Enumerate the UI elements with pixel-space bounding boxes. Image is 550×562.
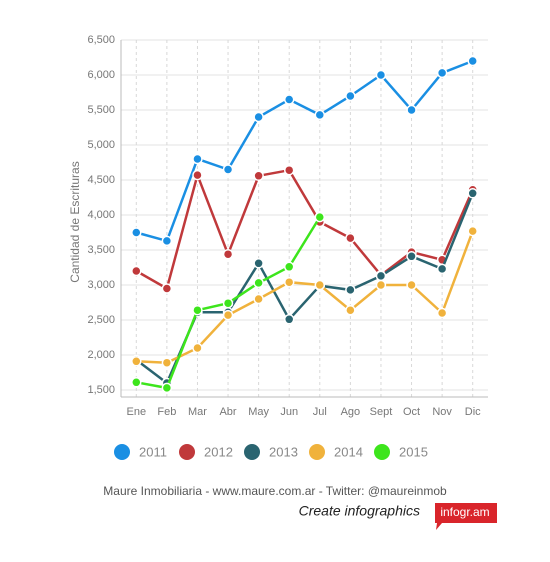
point (375, 279, 387, 291)
point (436, 307, 448, 319)
point (253, 277, 264, 289)
series-line (136, 230, 474, 364)
series-line (135, 168, 474, 291)
x-tick-label: Jun (280, 406, 298, 418)
legend-label: 2013 (269, 444, 298, 459)
x-tick-label: Nov (432, 406, 452, 418)
point (192, 153, 203, 165)
point (283, 94, 295, 105)
legend-label: 2014 (334, 444, 363, 459)
point (314, 211, 326, 223)
x-tick-label: Sept (370, 406, 393, 418)
x-tick-label: Oct (403, 406, 420, 418)
point (253, 111, 264, 123)
point (436, 67, 448, 79)
point (436, 263, 448, 275)
point (375, 270, 387, 282)
x-tick-label: Jul (313, 406, 327, 418)
point (467, 188, 478, 199)
point (283, 261, 295, 273)
point (222, 297, 234, 309)
y-tick-label: 4,500 (87, 174, 115, 186)
point (253, 258, 264, 269)
point (131, 356, 142, 367)
legend-swatch (244, 444, 260, 460)
y-tick-label: 2,500 (87, 314, 115, 326)
legend-label: 2011 (139, 444, 167, 459)
x-tick-label: Ene (127, 406, 147, 418)
y-tick-label: 5,000 (87, 139, 115, 151)
series-line (135, 59, 474, 243)
point (345, 90, 356, 102)
y-tick-label: 6,500 (87, 34, 115, 46)
legend-label: 2015 (399, 444, 428, 459)
point (222, 164, 234, 175)
point (161, 357, 173, 368)
cta[interactable]: Create infographics (299, 503, 420, 519)
point (283, 314, 295, 325)
point (131, 227, 142, 238)
y-axis-label: Cantidad de Escrituras (68, 161, 82, 282)
point (253, 293, 264, 305)
y-tick-label: 1,500 (87, 384, 115, 396)
point (161, 382, 173, 394)
point (314, 279, 326, 291)
point (161, 235, 173, 247)
footer-credit: Maure Inmobiliaria - www.maure.com.ar - … (103, 484, 447, 498)
point (192, 169, 203, 181)
brand[interactable]: infogr.am (440, 505, 489, 519)
y-tick-label: 3,000 (87, 279, 115, 291)
y-tick-label: 3,500 (87, 244, 115, 256)
y-tick-label: 2,000 (87, 349, 115, 361)
x-tick-label: May (248, 406, 269, 418)
x-tick-label: Mar (188, 406, 207, 418)
point (283, 164, 295, 176)
point (192, 342, 203, 354)
y-tick-label: 6,000 (87, 69, 115, 81)
point (131, 265, 142, 277)
point (467, 55, 478, 67)
y-tick-label: 5,500 (87, 104, 115, 116)
point (222, 309, 234, 321)
point (222, 248, 234, 260)
point (406, 279, 417, 291)
point (192, 304, 203, 316)
point (253, 170, 264, 182)
x-tick-label: Dic (465, 406, 481, 418)
legend-swatch (114, 444, 130, 460)
point (161, 283, 173, 294)
legend-swatch (374, 444, 390, 460)
y-tick-label: 4,000 (87, 209, 115, 221)
x-tick-label: Ago (341, 406, 361, 418)
point (345, 232, 356, 244)
point (406, 104, 417, 116)
brand-badge[interactable] (435, 503, 497, 530)
legend-swatch (309, 444, 325, 460)
x-tick-label: Feb (157, 406, 176, 418)
point (283, 276, 295, 288)
point (314, 109, 326, 121)
x-tick-label: Abr (219, 406, 236, 418)
point (345, 304, 356, 316)
point (131, 377, 142, 388)
point (406, 251, 417, 262)
legend-label: 2012 (204, 444, 233, 459)
point (375, 69, 387, 81)
legend-swatch (179, 444, 195, 460)
point (345, 284, 356, 296)
point (467, 225, 478, 237)
